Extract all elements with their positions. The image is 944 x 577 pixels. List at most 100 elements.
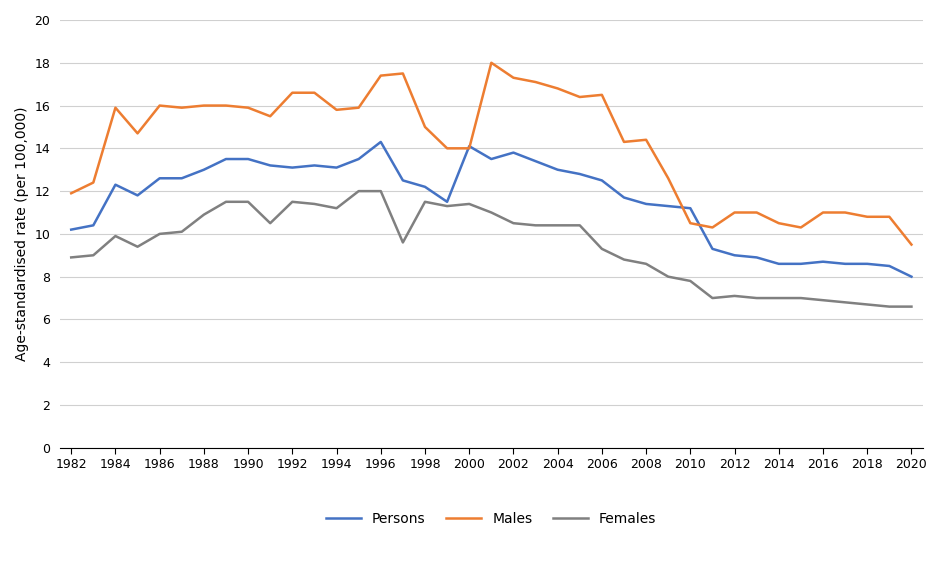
Males (508, 74, 519, 81)
Males (906, 241, 918, 248)
Persons (530, 158, 541, 164)
Persons (773, 260, 784, 267)
Persons (751, 254, 763, 261)
Females (419, 198, 430, 205)
Males (862, 213, 873, 220)
Females (707, 295, 718, 302)
Males (751, 209, 763, 216)
Males (485, 59, 497, 66)
Females (906, 303, 918, 310)
Females (530, 222, 541, 229)
Persons (154, 175, 165, 182)
Females (862, 301, 873, 308)
Females (375, 188, 386, 194)
Females (773, 295, 784, 302)
Males (419, 123, 430, 130)
Males (839, 209, 851, 216)
Persons (663, 203, 674, 209)
Y-axis label: Age-standardised rate (per 100,000): Age-standardised rate (per 100,000) (15, 107, 29, 361)
Line: Persons: Persons (71, 142, 912, 276)
Females (264, 220, 276, 227)
Persons (552, 166, 564, 173)
Females (220, 198, 231, 205)
Legend: Persons, Males, Females: Persons, Males, Females (321, 506, 662, 531)
Males (132, 130, 143, 137)
Persons (818, 258, 829, 265)
Females (729, 293, 740, 299)
Females (331, 205, 343, 212)
Persons (862, 260, 873, 267)
Persons (464, 143, 475, 149)
Males (597, 91, 608, 98)
Males (464, 145, 475, 152)
Males (552, 85, 564, 92)
Persons (331, 164, 343, 171)
Females (663, 273, 674, 280)
Males (707, 224, 718, 231)
Males (818, 209, 829, 216)
Males (618, 138, 630, 145)
Persons (243, 156, 254, 163)
Males (375, 72, 386, 79)
Females (132, 243, 143, 250)
Females (65, 254, 76, 261)
Persons (110, 181, 121, 188)
Persons (132, 192, 143, 199)
Males (397, 70, 409, 77)
Females (177, 228, 188, 235)
Persons (485, 156, 497, 163)
Persons (508, 149, 519, 156)
Males (243, 104, 254, 111)
Females (508, 220, 519, 227)
Males (309, 89, 320, 96)
Males (331, 106, 343, 113)
Persons (419, 183, 430, 190)
Females (818, 297, 829, 304)
Persons (198, 166, 210, 173)
Persons (684, 205, 696, 212)
Line: Females: Females (71, 191, 912, 306)
Males (353, 104, 364, 111)
Persons (65, 226, 76, 233)
Females (618, 256, 630, 263)
Persons (574, 171, 585, 178)
Females (88, 252, 99, 258)
Females (353, 188, 364, 194)
Males (220, 102, 231, 109)
Males (177, 104, 188, 111)
Persons (309, 162, 320, 169)
Females (795, 295, 806, 302)
Persons (729, 252, 740, 258)
Persons (264, 162, 276, 169)
Males (684, 220, 696, 227)
Males (729, 209, 740, 216)
Males (640, 136, 651, 143)
Males (110, 104, 121, 111)
Females (751, 295, 763, 302)
Persons (707, 245, 718, 252)
Persons (839, 260, 851, 267)
Persons (177, 175, 188, 182)
Persons (353, 156, 364, 163)
Females (552, 222, 564, 229)
Males (574, 93, 585, 100)
Persons (220, 156, 231, 163)
Females (397, 239, 409, 246)
Females (464, 200, 475, 207)
Persons (88, 222, 99, 229)
Persons (640, 200, 651, 207)
Males (773, 220, 784, 227)
Males (884, 213, 895, 220)
Females (309, 200, 320, 207)
Persons (795, 260, 806, 267)
Persons (884, 263, 895, 269)
Persons (287, 164, 298, 171)
Females (154, 230, 165, 237)
Persons (397, 177, 409, 184)
Females (243, 198, 254, 205)
Males (154, 102, 165, 109)
Females (287, 198, 298, 205)
Females (574, 222, 585, 229)
Males (198, 102, 210, 109)
Females (597, 245, 608, 252)
